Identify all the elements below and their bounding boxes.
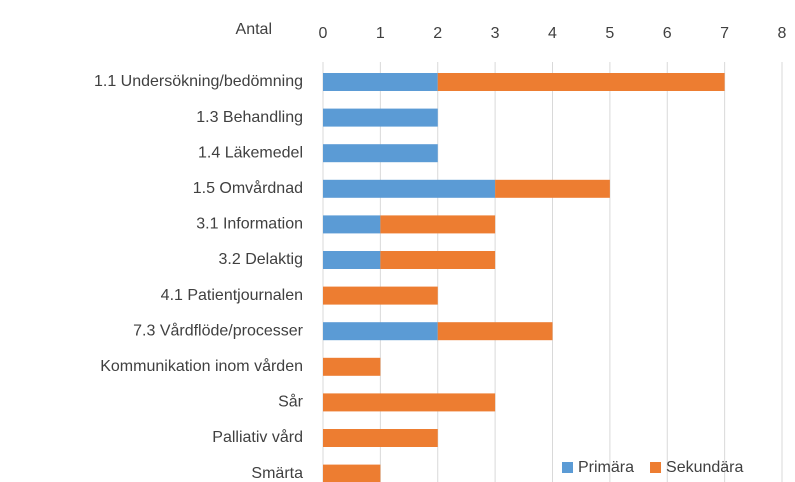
y-tick-label: Kommunikation inom vården — [100, 357, 303, 375]
bar — [437, 73, 725, 91]
y-tick-label: 7.3 Vårdflöde/processer — [133, 321, 304, 339]
x-tick-label: 5 — [605, 25, 614, 42]
x-tick-label: 7 — [720, 25, 729, 42]
y-tick-label: Palliativ vård — [212, 428, 303, 446]
bar — [495, 179, 610, 198]
x-tick-label: 6 — [663, 25, 672, 42]
y-tick-label: 3.1 Information — [196, 216, 303, 233]
x-tick-label: 4 — [548, 25, 557, 42]
bar — [323, 215, 381, 234]
x-tick-label: 2 — [433, 25, 442, 42]
legend-swatch — [562, 462, 573, 473]
bar — [380, 251, 496, 269]
legend-label: Primära — [578, 459, 634, 476]
bar — [380, 215, 496, 234]
bar — [323, 73, 438, 91]
y-tick-label: 4.1 Patientjournalen — [161, 287, 303, 304]
y-tick-label: Sår — [278, 393, 304, 411]
y-tick-label: 3.2 Delaktig — [219, 251, 304, 268]
x-tick-label: 1 — [376, 25, 385, 42]
y-tick-label: 1.4 Läkemedel — [198, 144, 303, 161]
y-tick-label: 1.5 Omvårdnad — [193, 179, 303, 197]
legend-swatch — [650, 462, 662, 473]
y-tick-label: Smärta — [251, 465, 303, 482]
axis-label: Antal — [236, 21, 272, 38]
bar — [323, 108, 438, 127]
bar — [323, 144, 438, 163]
bar — [323, 393, 496, 412]
bar — [323, 251, 381, 269]
bar — [323, 357, 381, 376]
bar — [323, 429, 438, 447]
y-tick-label: 1.1 Undersökning/bedömning — [94, 73, 303, 90]
x-tick-label: 0 — [319, 25, 328, 42]
bar — [323, 179, 496, 198]
bar — [323, 464, 381, 482]
y-tick-label: 1.3 Behandling — [196, 109, 303, 126]
x-tick-label: 3 — [491, 25, 500, 42]
bar — [323, 322, 438, 341]
bar — [437, 322, 553, 341]
bar — [323, 286, 438, 305]
legend-label: Sekundära — [666, 459, 743, 476]
x-tick-label: 8 — [778, 25, 787, 42]
